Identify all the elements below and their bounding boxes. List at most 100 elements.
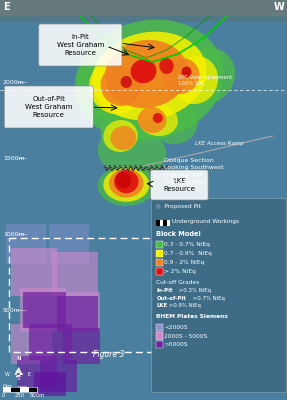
Bar xyxy=(20,387,29,392)
Bar xyxy=(3,387,37,392)
Text: >0.7% NiEq: >0.7% NiEq xyxy=(191,296,225,301)
Ellipse shape xyxy=(162,58,199,94)
Text: 1500m: 1500m xyxy=(3,156,24,160)
Bar xyxy=(167,220,170,226)
FancyBboxPatch shape xyxy=(39,24,122,66)
Text: S: S xyxy=(17,376,20,381)
Ellipse shape xyxy=(100,66,141,106)
Ellipse shape xyxy=(138,104,178,136)
Bar xyxy=(0,240,287,260)
Ellipse shape xyxy=(121,76,132,88)
Bar xyxy=(0,220,287,240)
Bar xyxy=(0,380,287,400)
Bar xyxy=(0,200,287,220)
Ellipse shape xyxy=(100,112,141,152)
Bar xyxy=(0,260,287,280)
FancyBboxPatch shape xyxy=(4,86,93,128)
Bar xyxy=(3,387,11,392)
Bar xyxy=(3,387,20,392)
Ellipse shape xyxy=(114,170,138,193)
Bar xyxy=(0,320,287,340)
Bar xyxy=(156,332,163,340)
Text: LKE: LKE xyxy=(156,303,168,308)
Bar xyxy=(0,180,287,200)
Bar xyxy=(156,220,160,226)
Text: 2000S - 5000S: 2000S - 5000S xyxy=(164,334,208,338)
Bar xyxy=(23,292,66,328)
Bar xyxy=(0,120,287,140)
Bar xyxy=(6,224,46,264)
Bar xyxy=(160,220,163,226)
Bar xyxy=(0,160,287,180)
Text: W: W xyxy=(5,372,9,376)
Bar xyxy=(156,268,163,275)
Bar xyxy=(60,292,100,332)
Bar xyxy=(0,16,287,22)
Text: LKE
Resource: LKE Resource xyxy=(163,178,195,192)
Bar xyxy=(156,250,163,257)
Ellipse shape xyxy=(146,96,198,144)
Ellipse shape xyxy=(138,107,166,133)
Bar xyxy=(0,0,287,20)
Bar xyxy=(17,356,57,388)
Bar xyxy=(29,387,37,392)
Text: ◇  Proposed Pit: ◇ Proposed Pit xyxy=(156,204,201,209)
Text: In-Pit
West Graham
Resource: In-Pit West Graham Resource xyxy=(57,34,104,56)
Text: W: W xyxy=(274,2,284,12)
Text: 250: 250 xyxy=(15,393,25,398)
Bar xyxy=(0,140,287,160)
Bar xyxy=(156,341,163,348)
Text: 500m: 500m xyxy=(3,308,21,312)
Text: LKE Access Ramp: LKE Access Ramp xyxy=(195,142,244,146)
Text: >5000S: >5000S xyxy=(164,342,188,347)
Text: >0.9% NiEq: >0.9% NiEq xyxy=(167,303,201,308)
Bar xyxy=(0,40,287,60)
Ellipse shape xyxy=(103,168,149,202)
Ellipse shape xyxy=(98,166,155,206)
Bar xyxy=(49,224,89,264)
Text: Cut-off Grades: Cut-off Grades xyxy=(156,280,200,286)
Ellipse shape xyxy=(153,113,163,123)
Bar xyxy=(29,324,72,360)
Text: E: E xyxy=(3,2,9,12)
Text: 0.9 - 2% NiEq: 0.9 - 2% NiEq xyxy=(164,260,204,265)
Text: <2000S: <2000S xyxy=(164,325,188,330)
Bar xyxy=(0,20,287,40)
Bar xyxy=(156,259,163,266)
Bar xyxy=(20,387,37,392)
Ellipse shape xyxy=(115,172,131,188)
Ellipse shape xyxy=(92,32,206,120)
Text: Out-of-Pit
West Graham
Resource: Out-of-Pit West Graham Resource xyxy=(25,96,73,118)
Ellipse shape xyxy=(178,48,235,104)
Bar xyxy=(11,387,20,392)
Text: Oblique Section
Looking Southwest
Dipping +5º
Azimuth 160º: Oblique Section Looking Southwest Dippin… xyxy=(164,158,223,186)
FancyBboxPatch shape xyxy=(151,170,208,200)
Text: > 2% NiEq: > 2% NiEq xyxy=(164,269,196,274)
Text: 0: 0 xyxy=(1,393,5,398)
Bar xyxy=(0,340,287,360)
Ellipse shape xyxy=(159,58,174,74)
Ellipse shape xyxy=(75,20,224,140)
Text: 0.3 - 0.7% NiEq: 0.3 - 0.7% NiEq xyxy=(164,242,210,247)
Bar xyxy=(0,360,287,380)
Ellipse shape xyxy=(182,66,192,78)
Bar xyxy=(0,300,287,320)
Bar xyxy=(0,60,287,80)
Bar xyxy=(63,328,100,364)
Text: 0.7 - 0.9%  NiEq: 0.7 - 0.9% NiEq xyxy=(164,251,212,256)
Text: 500m: 500m xyxy=(30,393,45,398)
Bar xyxy=(0,0,287,16)
Bar xyxy=(0,100,287,120)
Bar xyxy=(11,248,57,296)
Text: 1000m: 1000m xyxy=(3,232,24,236)
Bar xyxy=(52,252,98,296)
Text: SPC-Vale Agreement
100% SPC: SPC-Vale Agreement 100% SPC xyxy=(178,75,232,86)
Bar xyxy=(11,324,52,364)
Text: Figure 3: Figure 3 xyxy=(93,350,125,359)
Ellipse shape xyxy=(89,62,141,114)
Ellipse shape xyxy=(109,169,144,198)
Bar xyxy=(0,280,287,300)
Ellipse shape xyxy=(172,56,218,104)
Ellipse shape xyxy=(110,126,136,150)
Bar xyxy=(163,220,167,226)
